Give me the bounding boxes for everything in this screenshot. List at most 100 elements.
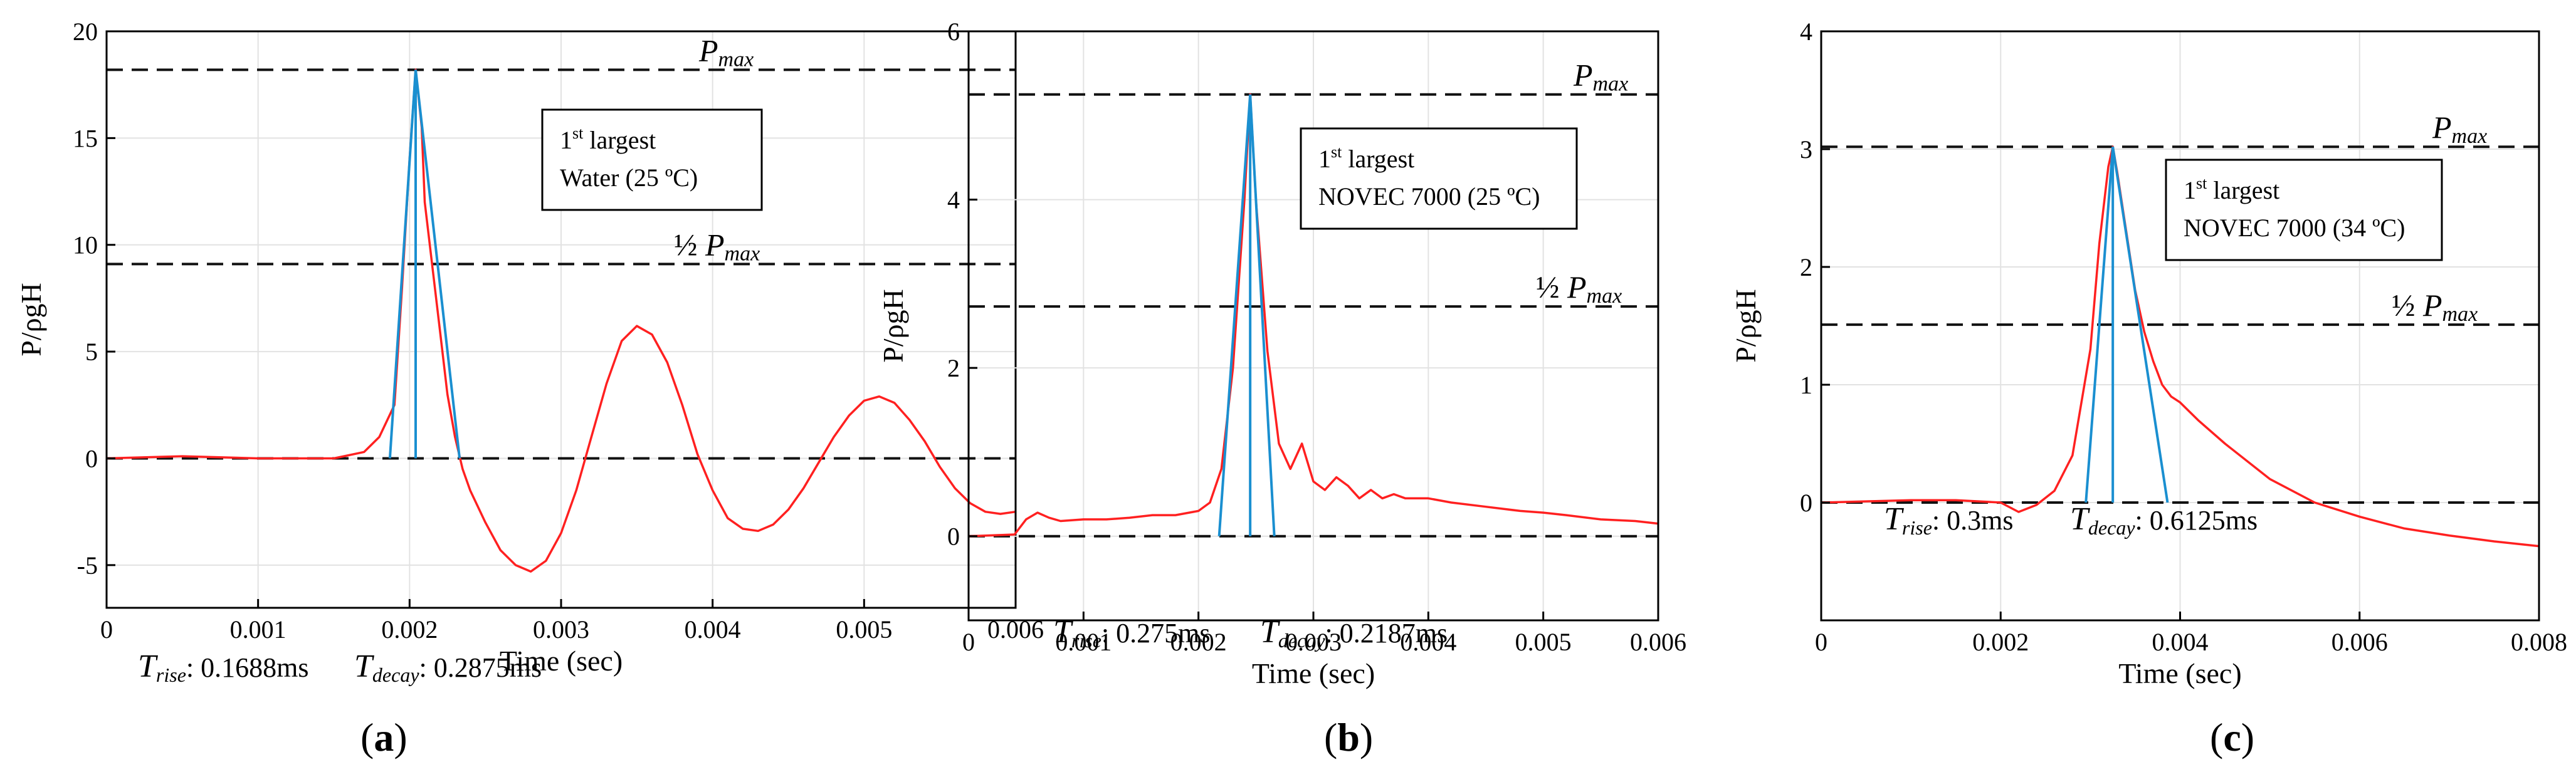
chart-a-pmax-label-sub: max [718,48,754,71]
chart-a-legend-box [541,108,763,211]
chart-b-x-tick-label: 0.006 [1630,628,1686,656]
chart-b-x-axis-label: Time (sec) [1252,657,1375,689]
chart-a-x-tick-label: 0.005 [836,615,892,644]
chart-c-rise-sub: rise [1902,516,1932,539]
chart-b-half-pmax-sub: max [1587,284,1622,308]
chart-a-y-tick-label: 0 [85,444,98,472]
chart-b-y-tick-label: 6 [947,18,960,46]
chart-a-pmax-label: Pmax [698,33,754,71]
chart-b-series-line [968,93,1659,538]
chart-c-legend-line2: NOVEC 7000 (34 ºC) [2184,214,2405,242]
chart-a-legend-sup: st [572,124,584,142]
chart-b-half-pmax-main: P [1567,269,1587,305]
chart-b-y-axis-label: P/ρgH [877,289,909,363]
chart-a-x-axis-label: Time (sec) [500,645,623,677]
chart-a-y-tick-label: 5 [85,338,98,366]
chart-b-y-tick-label: 2 [947,354,960,382]
chart-a-rise-value: : 0.1688ms [186,652,309,683]
chart-c-rise-value: : 0.3ms [1932,505,2014,536]
chart-b-y-tick-label: 0 [947,523,960,551]
chart-c-x-tick-label: 0 [1815,628,1827,656]
chart-c-x-axis-label: Time (sec) [2118,657,2241,689]
chart-a-pmax-label-main: P [698,33,718,68]
chart-b-x-tick-label: 0.003 [1285,628,1342,656]
chart-c-legend-sup: st [2196,174,2207,192]
chart-a-half-pmax-label: ½ Pmax [674,227,760,265]
chart-a-rise-main: T [138,649,158,684]
chart-a-rise-annotation: Trise: 0.1688ms [138,649,309,686]
chart-c-decay-line [2111,146,2169,503]
chart-a-y-tick-label: 15 [73,124,98,152]
chart-a-y-tick-label: 10 [73,231,98,259]
chart-a-rise-line [388,70,417,459]
chart-b-decay-value: : 0.2187ms [1325,618,1448,649]
chart-c-y-tick-label: 0 [1800,489,1812,517]
chart-a-rise-sub: rise [156,664,186,686]
chart-c-legend-num: 1 [2184,176,2196,204]
chart-a-x-tick-label: 0.001 [230,615,287,644]
chart-c-half-pmax-main: P [2422,288,2442,323]
chart-c-pmax-label-main: P [2432,110,2452,145]
chart-c-decay-sub: decay [2088,516,2135,539]
chart-c-rise-annotation: Trise: 0.3ms [1884,501,2014,539]
chart-b-x-tick-label: 0.001 [1055,628,1112,656]
chart-a-half-pmax-prefix: ½ [674,227,705,262]
chart-b-x-tick-label: 0 [962,628,975,656]
chart-c-rise-line [2084,147,2115,503]
chart-b-legend-line2: NOVEC 7000 (25 ºC) [1318,182,1540,211]
chart-a-decay-main: T [354,649,374,684]
chart-a-x-tick-label: 0.002 [381,615,438,644]
chart-a: 0 0.001 0.002 0.003 0.004 0.005 0.006-50510152… [15,18,1044,686]
chart-c-decay-value: : 0.6125ms [2135,505,2258,536]
chart-b: 0 0.001 0.002 0.003 0.004 0.005 0.006 0 2 4 6 Time … [877,18,1686,689]
chart-a-y-tick-label: 20 [73,18,98,46]
chart-a-decay-annotation: Tdecay: 0.2875ms [354,649,542,686]
chart-c-pmax-label-sub: max [2452,125,2488,148]
chart-a-decay-sub: decay [372,664,419,686]
chart-b-half-pmax-label: ½ Pmax [1536,269,1622,308]
chart-c-x-tick-label: 0.004 [2152,628,2209,656]
chart-c-decay-annotation: Tdecay: 0.6125ms [2070,501,2258,539]
chart-c-y-axis-label: P/ρgH [1730,289,1762,363]
chart-c: 0 0.002 0.004 0.006 0.008 0 1 2 3 4 Time (sec) P/ρg… [1730,18,2567,689]
chart-b-rise-annotation: Trise: 0.275ms [1053,614,1211,652]
chart-a-legend-num: 1 [560,126,572,154]
chart-b-x-tick-label: 0.002 [1170,628,1227,656]
chart-c-legend-rest: largest [2207,176,2279,204]
chart-a-x-tick-label: 0.004 [685,615,741,644]
chart-c-half-pmax-label: ½ Pmax [2392,288,2478,326]
chart-a-legend-rest: largest [583,126,656,154]
chart-c-x-tick-label: 0.008 [2511,628,2567,656]
chart-b-decay-main: T [1260,614,1280,650]
chart-b-decay-annotation: Tdecay: 0.2187ms [1260,614,1448,652]
chart-c-decay-main: T [2070,501,2090,537]
panel-caption-b: (b) [1324,715,1374,759]
chart-c-x-tick-label: 0.006 [2332,628,2388,656]
chart-b-legend-rest: largest [1342,145,1414,173]
chart-c-y-tick-label: 1 [1800,371,1812,399]
chart-b-y-tick-label: 4 [947,186,960,214]
chart-c-legend-line1: 1st largest [2184,174,2279,204]
chart-c-rise-main: T [1884,501,1904,537]
chart-b-rise-sub: rise [1071,629,1101,652]
chart-b-x-tick-label: 0.005 [1515,628,1572,656]
chart-b-half-pmax-prefix: ½ [1536,269,1567,305]
chart-c-y-tick-label: 3 [1800,135,1812,164]
chart-c-x-tick-label: 0.002 [1972,628,2029,656]
chart-b-legend-sup: st [1331,143,1342,161]
chart-a-x-tick-label: 0 [100,615,113,644]
chart-a-legend-line1: 1st largest [560,124,656,154]
chart-a-legend-line2: Water (25 ºC) [560,164,698,192]
chart-b-decay-line [1249,94,1276,536]
chart-a-y-axis-label: P/ρgH [15,283,47,357]
chart-b-legend-line1: 1st largest [1318,143,1414,173]
chart-b-rise-value: : 0.275ms [1101,618,1211,649]
chart-a-y-tick-label: -5 [77,551,98,580]
chart-c-half-pmax-prefix: ½ [2392,288,2423,323]
chart-b-pmax-label-main: P [1573,58,1593,93]
chart-b-decay-sub: decay [1278,629,1325,652]
chart-c-y-tick-label: 2 [1800,253,1812,281]
chart-b-x-tick-label: 0.004 [1400,628,1456,656]
chart-b-legend-box [1300,127,1578,230]
